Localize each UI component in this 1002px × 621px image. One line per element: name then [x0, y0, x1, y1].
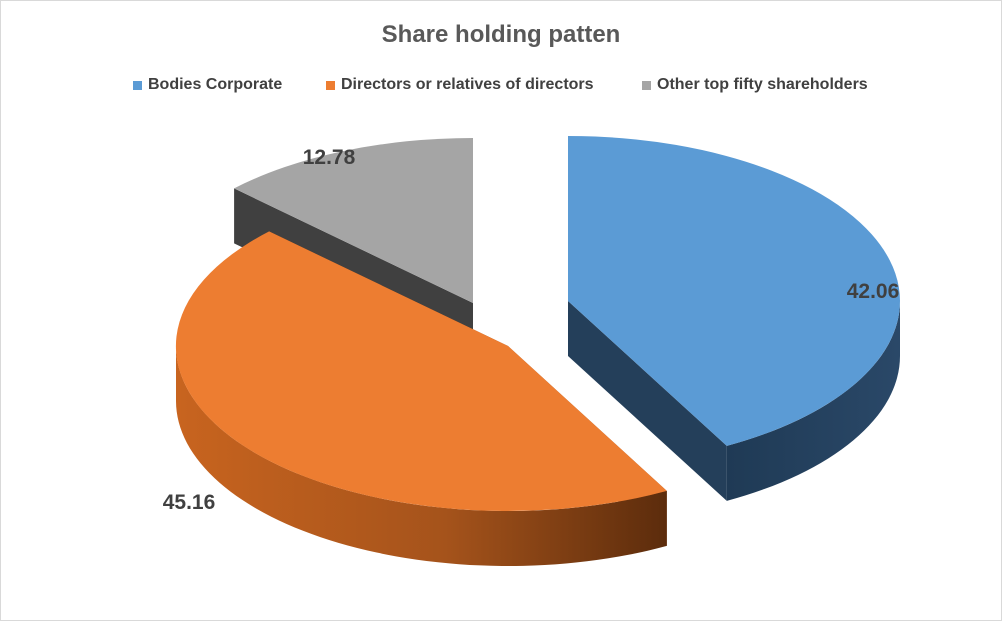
- legend-item-other-top-fifty[interactable]: Other top fifty shareholders: [642, 76, 868, 94]
- slice-top-face: [234, 138, 473, 303]
- legend-swatch: [642, 80, 651, 90]
- legend-item-directors[interactable]: Directors or relatives of directors: [326, 76, 594, 94]
- legend-swatch: [326, 80, 335, 90]
- chart-title: Share holding patten: [381, 21, 621, 48]
- legend-label: Other top fifty shareholders: [657, 76, 868, 93]
- pie-slice-directors[interactable]: [175, 231, 667, 566]
- pie-slice-bodies-corporate[interactable]: [568, 136, 900, 501]
- legend: Bodies Corporate Directors or relatives …: [1, 76, 1001, 96]
- data-label-bodies-corporate: 42.06: [847, 280, 900, 303]
- legend-swatch: [133, 80, 142, 90]
- slice-top-face: [175, 231, 667, 512]
- slice-rim: [726, 301, 900, 501]
- slice-rim: [176, 346, 667, 566]
- slice-side-wall: [568, 301, 727, 501]
- data-label-directors: 45.16: [163, 491, 216, 514]
- legend-label: Directors or relatives of directors: [341, 76, 594, 93]
- legend-item-bodies-corporate[interactable]: Bodies Corporate: [133, 76, 282, 94]
- data-label-other-top-fifty: 12.78: [303, 146, 356, 169]
- slice-top-face: [568, 136, 900, 446]
- legend-label: Bodies Corporate: [148, 76, 283, 93]
